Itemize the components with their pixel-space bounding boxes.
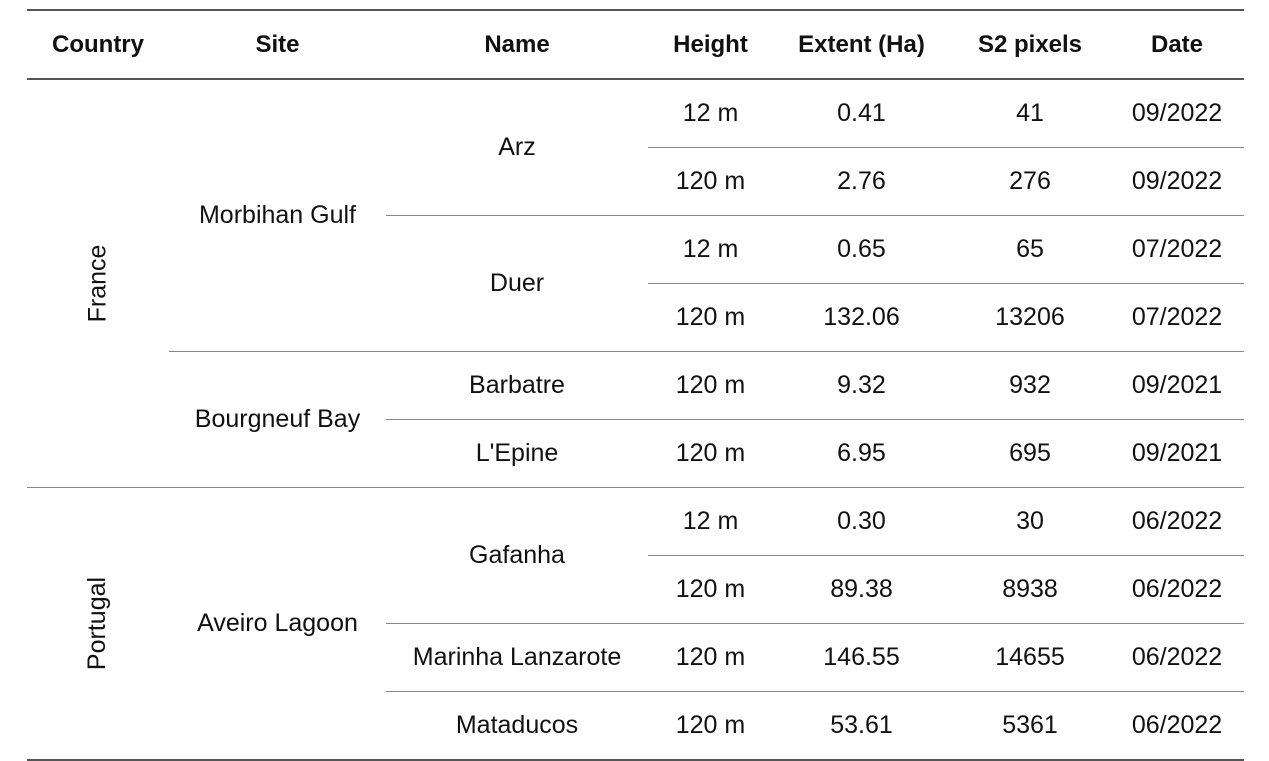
height-cell: 12 m xyxy=(648,487,773,556)
extent-cell: 0.41 xyxy=(773,79,950,148)
pixels-cell: 276 xyxy=(950,147,1110,216)
header-name: Name xyxy=(386,9,648,80)
table-row: 120 m 89.38 8938 06/2022 xyxy=(27,555,1244,624)
height-cell: 120 m xyxy=(648,147,773,216)
height-cell: 120 m xyxy=(648,623,773,692)
pixels-cell: 14655 xyxy=(950,623,1110,692)
extent-cell: 53.61 xyxy=(773,691,950,761)
pixels-cell: 5361 xyxy=(950,691,1110,761)
date-cell: 06/2022 xyxy=(1110,487,1244,556)
date-cell: 09/2022 xyxy=(1110,147,1244,216)
site-cell: Morbihan Gulf xyxy=(169,79,386,352)
country-label: France xyxy=(83,244,112,323)
header-s2-pixels: S2 pixels xyxy=(950,9,1110,80)
country-cell: Portugal xyxy=(27,487,169,761)
height-cell: 120 m xyxy=(648,351,773,420)
header-date: Date xyxy=(1110,9,1244,80)
table-row: Marinha Lanzarote 120 m 146.55 14655 06/… xyxy=(27,623,1244,692)
pixels-cell: 30 xyxy=(950,487,1110,556)
name-cell: Mataducos xyxy=(386,691,648,761)
pixels-cell: 13206 xyxy=(950,283,1110,352)
pixels-cell: 932 xyxy=(950,351,1110,420)
extent-cell: 2.76 xyxy=(773,147,950,216)
name-cell: L'Epine xyxy=(386,419,648,488)
pixels-cell: 695 xyxy=(950,419,1110,488)
sites-table: Country Site Name Height Extent (Ha) S2 … xyxy=(27,9,1244,761)
extent-cell: 9.32 xyxy=(773,351,950,420)
table-row: 120 m 132.06 13206 07/2022 xyxy=(27,283,1244,352)
header-country: Country xyxy=(27,9,169,80)
site-cell: Bourgneuf Bay xyxy=(169,351,386,488)
name-cell: Gafanha xyxy=(386,487,648,624)
header-row: Country Site Name Height Extent (Ha) S2 … xyxy=(27,9,1244,80)
date-cell: 09/2021 xyxy=(1110,419,1244,488)
height-cell: 120 m xyxy=(648,691,773,761)
table-row: Portugal Aveiro Lagoon Gafanha 12 m 0.30… xyxy=(27,487,1244,761)
height-cell: 12 m xyxy=(648,79,773,148)
table-row: L'Epine 120 m 6.95 695 09/2021 xyxy=(27,419,1244,488)
header-site: Site xyxy=(169,9,386,80)
pixels-cell: 65 xyxy=(950,215,1110,284)
height-cell: 120 m xyxy=(648,555,773,624)
height-cell: 12 m xyxy=(648,215,773,284)
header-extent: Extent (Ha) xyxy=(773,9,950,80)
table-row: 120 m 2.76 276 09/2022 xyxy=(27,147,1244,216)
name-cell: Duer xyxy=(386,215,648,352)
name-cell: Marinha Lanzarote xyxy=(386,623,648,692)
data-table-container: Country Site Name Height Extent (Ha) S2 … xyxy=(27,9,1244,761)
date-cell: 07/2022 xyxy=(1110,283,1244,352)
extent-cell: 146.55 xyxy=(773,623,950,692)
country-label: Portugal xyxy=(83,576,112,671)
table-row: France Morbihan Gulf Arz 12 m 0.41 41 09… xyxy=(27,79,1244,488)
date-cell: 09/2022 xyxy=(1110,79,1244,148)
extent-cell: 6.95 xyxy=(773,419,950,488)
site-cell: Aveiro Lagoon xyxy=(169,487,386,761)
height-cell: 120 m xyxy=(648,283,773,352)
extent-cell: 0.65 xyxy=(773,215,950,284)
date-cell: 07/2022 xyxy=(1110,215,1244,284)
name-cell: Barbatre xyxy=(386,351,648,420)
date-cell: 06/2022 xyxy=(1110,691,1244,761)
country-cell: France xyxy=(27,79,169,488)
name-cell: Arz xyxy=(386,79,648,216)
date-cell: 06/2022 xyxy=(1110,555,1244,624)
height-cell: 120 m xyxy=(648,419,773,488)
header-height: Height xyxy=(648,9,773,80)
extent-cell: 0.30 xyxy=(773,487,950,556)
pixels-cell: 8938 xyxy=(950,555,1110,624)
extent-cell: 89.38 xyxy=(773,555,950,624)
extent-cell: 132.06 xyxy=(773,283,950,352)
pixels-cell: 41 xyxy=(950,79,1110,148)
date-cell: 06/2022 xyxy=(1110,623,1244,692)
table-row: Bourgneuf Bay Barbatre 120 m 9.32 932 09… xyxy=(27,351,1244,488)
date-cell: 09/2021 xyxy=(1110,351,1244,420)
table-row: Duer 12 m 0.65 65 07/2022 xyxy=(27,215,1244,352)
